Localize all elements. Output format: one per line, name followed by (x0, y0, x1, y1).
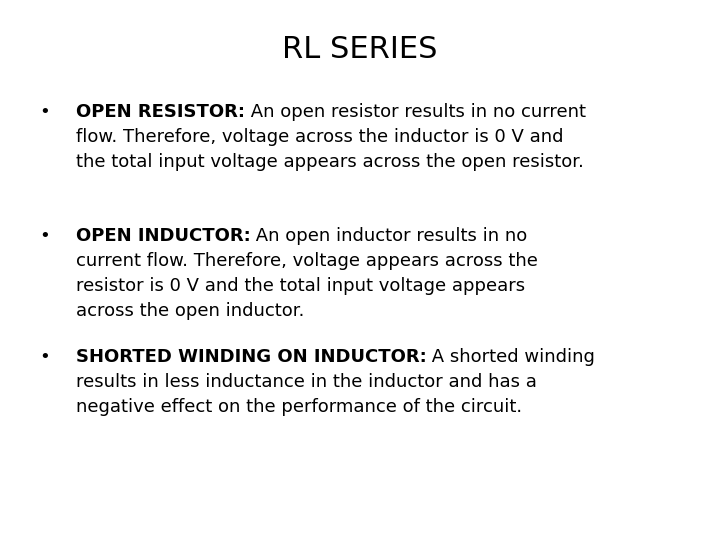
Text: across the open inductor.: across the open inductor. (76, 302, 304, 320)
Text: results in less inductance in the inductor and has a: results in less inductance in the induct… (76, 373, 536, 392)
Text: negative effect on the performance of the circuit.: negative effect on the performance of th… (76, 399, 522, 416)
Text: An open inductor results in no: An open inductor results in no (251, 227, 528, 245)
Text: •: • (40, 103, 50, 120)
Text: OPEN RESISTOR:: OPEN RESISTOR: (76, 103, 245, 120)
Text: An open resistor results in no current: An open resistor results in no current (245, 103, 585, 120)
Text: •: • (40, 348, 50, 366)
Text: •: • (40, 227, 50, 245)
Text: the total input voltage appears across the open resistor.: the total input voltage appears across t… (76, 153, 583, 171)
Text: current flow. Therefore, voltage appears across the: current flow. Therefore, voltage appears… (76, 252, 537, 270)
Text: RL SERIES: RL SERIES (282, 35, 438, 64)
Text: SHORTED WINDING ON INDUCTOR:: SHORTED WINDING ON INDUCTOR: (76, 348, 426, 366)
Text: flow. Therefore, voltage across the inductor is 0 V and: flow. Therefore, voltage across the indu… (76, 127, 563, 146)
Text: OPEN INDUCTOR:: OPEN INDUCTOR: (76, 227, 251, 245)
Text: A shorted winding: A shorted winding (426, 348, 595, 366)
Text: resistor is 0 V and the total input voltage appears: resistor is 0 V and the total input volt… (76, 277, 525, 295)
